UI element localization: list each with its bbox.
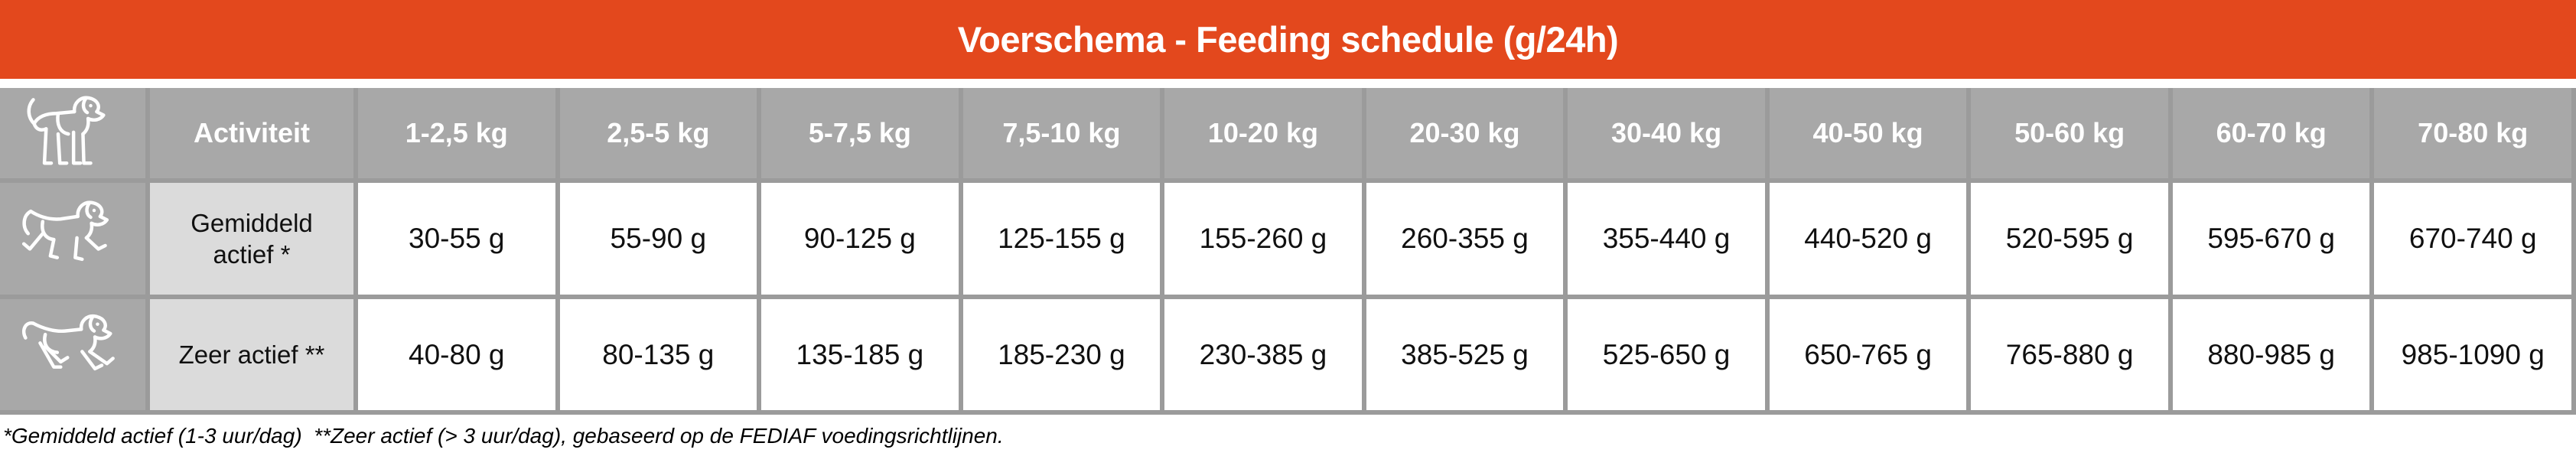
- col-header-weight-10: 60-70 kg: [2172, 88, 2370, 178]
- value-cell-average-10: 595-670 g: [2172, 183, 2370, 295]
- value-cell-very-4: 185-230 g: [962, 299, 1161, 410]
- value-cell-very-3: 135-185 g: [761, 299, 959, 410]
- value-cell-average-11: 670-740 g: [2374, 183, 2571, 295]
- value-cell-very-10: 880-985 g: [2172, 299, 2370, 410]
- value-cell-average-8: 440-520 g: [1769, 183, 1967, 295]
- trotting-dog-icon: [21, 200, 109, 262]
- col-header-weight-6: 20-30 kg: [1366, 88, 1564, 178]
- activity-label-very-active: Zeer actief **: [150, 299, 353, 410]
- value-cell-very-9: 765-880 g: [1971, 299, 2168, 410]
- title-bar: Voerschema - Feeding schedule (g/24h): [0, 0, 2576, 79]
- col-header-weight-3: 5-7,5 kg: [761, 88, 959, 178]
- col-header-weight-8: 40-50 kg: [1769, 88, 1967, 178]
- galloping-dog-icon: [21, 314, 115, 370]
- value-cell-average-3: 90-125 g: [761, 183, 959, 295]
- table-corner-cell: [0, 88, 145, 178]
- col-header-weight-9: 50-60 kg: [1971, 88, 2168, 178]
- col-header-activity: Activiteit: [150, 88, 353, 178]
- value-cell-very-1: 40-80 g: [358, 299, 555, 410]
- value-cell-average-9: 520-595 g: [1971, 183, 2168, 295]
- value-cell-average-5: 155-260 g: [1164, 183, 1362, 295]
- col-header-weight-5: 10-20 kg: [1164, 88, 1362, 178]
- value-cell-very-11: 985-1090 g: [2374, 299, 2571, 410]
- col-header-weight-1: 1-2,5 kg: [358, 88, 555, 178]
- col-header-weight-7: 30-40 kg: [1568, 88, 1765, 178]
- page-title: Voerschema - Feeding schedule (g/24h): [957, 19, 1619, 60]
- value-cell-very-7: 525-650 g: [1568, 299, 1765, 410]
- footnote: *Gemiddeld actief (1-3 uur/dag) **Zeer a…: [3, 424, 1004, 448]
- row-average-active-icon-cell: [0, 183, 145, 295]
- col-header-weight-11: 70-80 kg: [2374, 88, 2571, 178]
- standing-dog-icon: [27, 96, 106, 165]
- value-cell-average-6: 260-355 g: [1366, 183, 1564, 295]
- value-cell-average-1: 30-55 g: [358, 183, 555, 295]
- value-cell-very-2: 80-135 g: [559, 299, 757, 410]
- value-cell-very-8: 650-765 g: [1769, 299, 1967, 410]
- feeding-table: Activiteit 1-2,5 kg 2,5-5 kg 5-7,5 kg 7,…: [0, 88, 2576, 415]
- row-very-active-icon-cell: [0, 299, 145, 410]
- value-cell-very-6: 385-525 g: [1366, 299, 1564, 410]
- value-cell-very-5: 230-385 g: [1164, 299, 1362, 410]
- value-cell-average-7: 355-440 g: [1568, 183, 1765, 295]
- activity-label-average: Gemiddeld actief *: [150, 183, 353, 295]
- col-header-weight-2: 2,5-5 kg: [559, 88, 757, 178]
- col-header-weight-4: 7,5-10 kg: [962, 88, 1161, 178]
- value-cell-average-4: 125-155 g: [962, 183, 1161, 295]
- value-cell-average-2: 55-90 g: [559, 183, 757, 295]
